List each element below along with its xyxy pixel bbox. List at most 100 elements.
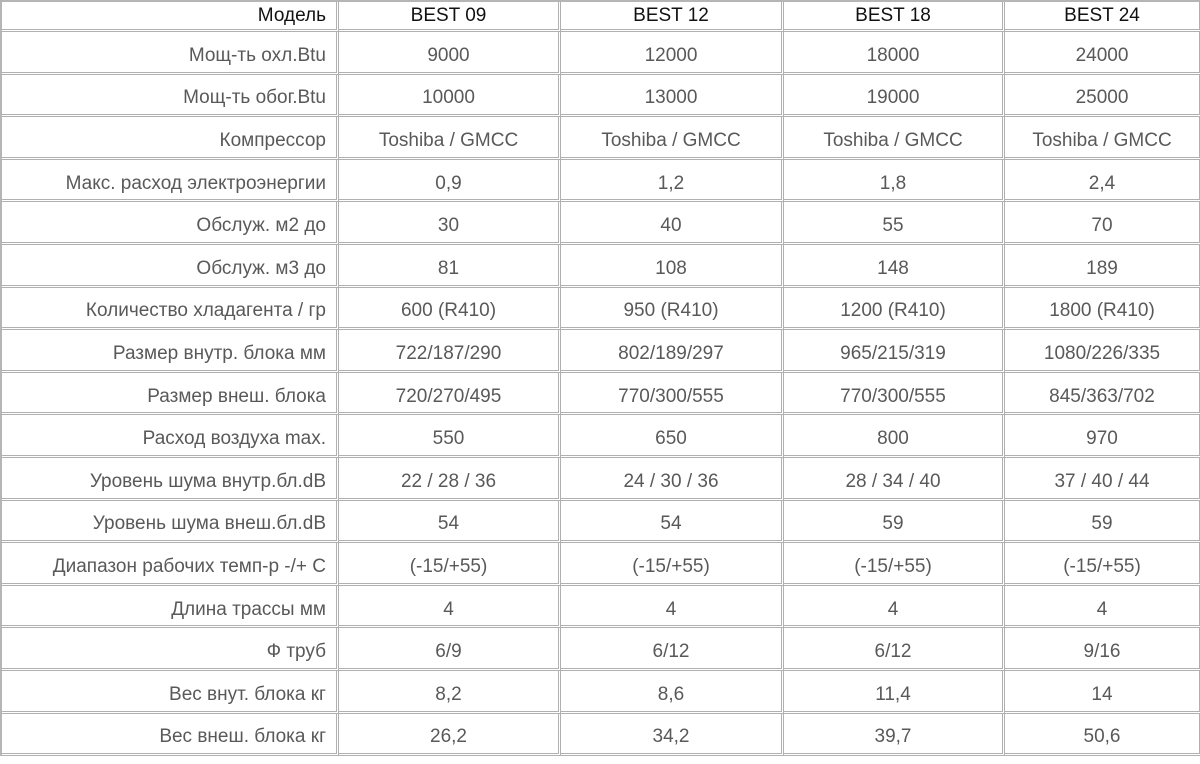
- table-row: Вес внеш. блока кг 26,2 34,2 39,7 50,6: [2, 713, 1200, 757]
- table-row: Обслуж. м3 до 81 108 148 189: [2, 244, 1200, 288]
- row-label: Количество хладагента / гр: [2, 287, 339, 331]
- cell-value: 39,7: [784, 713, 1005, 757]
- cell-value: 4: [339, 585, 561, 629]
- row-label: Обслуж. м2 до: [2, 202, 339, 245]
- cell-value: Toshiba / GMCC: [1005, 117, 1200, 160]
- cell-value: 70: [1005, 202, 1200, 245]
- table-row: Компрессор Toshiba / GMCC Toshiba / GMCC To…: [2, 117, 1200, 160]
- cell-value: 24 / 30 / 36: [561, 457, 784, 501]
- row-label: Компрессор: [2, 117, 339, 160]
- cell-value: 11,4: [784, 670, 1005, 714]
- table-row: Макс. расход электроэнергии 0,9 1,2 1,8 2,4: [2, 159, 1200, 203]
- cell-value: 720/270/495: [339, 372, 561, 416]
- cell-value: 13000: [561, 74, 784, 118]
- cell-value: 1,8: [784, 159, 1005, 203]
- cell-value: 4: [1005, 585, 1200, 629]
- cell-value: 189: [1005, 244, 1200, 288]
- cell-value: 28 / 34 / 40: [784, 457, 1005, 501]
- row-label: Уровень шума внутр.бл.dB: [2, 457, 339, 501]
- cell-value: 2,4: [1005, 159, 1200, 203]
- cell-value: 965/215/319: [784, 330, 1005, 373]
- cell-value: 4: [784, 585, 1005, 629]
- table-row: Обслуж. м2 до 30 40 55 70: [2, 202, 1200, 245]
- cell-value: 10000: [339, 74, 561, 118]
- row-label: Обслуж. м3 до: [2, 244, 339, 288]
- cell-value: 25000: [1005, 74, 1200, 118]
- cell-value: 12000: [561, 32, 784, 75]
- cell-value: 950 (R410): [561, 287, 784, 331]
- table-row: Мощ-ть обог.Btu 10000 13000 19000 25000: [2, 74, 1200, 118]
- cell-value: 1800 (R410): [1005, 287, 1200, 331]
- cell-value: 8,6: [561, 670, 784, 714]
- table-row: Размер внеш. блока 720/270/495 770/300/555…: [2, 372, 1200, 416]
- cell-value: 148: [784, 244, 1005, 288]
- table-row: Мощ-ть охл.Btu 9000 12000 18000 24000: [2, 32, 1200, 75]
- cell-value: 24000: [1005, 32, 1200, 75]
- cell-value: 9000: [339, 32, 561, 75]
- cell-value: (-15/+55): [1005, 543, 1200, 586]
- cell-value: (-15/+55): [561, 543, 784, 586]
- cell-value: 650: [561, 415, 784, 458]
- row-label: Мощ-ть охл.Btu: [2, 32, 339, 75]
- cell-value: 770/300/555: [784, 372, 1005, 416]
- cell-value: 600 (R410): [339, 287, 561, 331]
- model-header: BEST 09: [339, 2, 561, 32]
- cell-value: 722/187/290: [339, 330, 561, 373]
- model-header: BEST 18: [784, 2, 1005, 32]
- cell-value: 1200 (R410): [784, 287, 1005, 331]
- table-row: Длина трассы мм 4 4 4 4: [2, 585, 1200, 629]
- cell-value: 970: [1005, 415, 1200, 458]
- row-label: Диапазон рабочих темп-р -/+ С: [2, 543, 339, 586]
- cell-value: 4: [561, 585, 784, 629]
- cell-value: (-15/+55): [784, 543, 1005, 586]
- cell-value: 55: [784, 202, 1005, 245]
- cell-value: 26,2: [339, 713, 561, 757]
- cell-value: 22 / 28 / 36: [339, 457, 561, 501]
- cell-value: Toshiba / GMCC: [561, 117, 784, 160]
- row-label: Вес внеш. блока кг: [2, 713, 339, 757]
- cell-value: 14: [1005, 670, 1200, 714]
- header-label: Модель: [2, 2, 339, 32]
- cell-value: 800: [784, 415, 1005, 458]
- cell-value: 30: [339, 202, 561, 245]
- cell-value: Toshiba / GMCC: [339, 117, 561, 160]
- cell-value: 802/189/297: [561, 330, 784, 373]
- row-label: Уровень шума внеш.бл.dB: [2, 500, 339, 544]
- cell-value: 1,2: [561, 159, 784, 203]
- cell-value: 50,6: [1005, 713, 1200, 757]
- cell-value: 37 / 40 / 44: [1005, 457, 1200, 501]
- cell-value: 59: [1005, 500, 1200, 544]
- table-row: Диапазон рабочих темп-р -/+ С (-15/+55) (-…: [2, 543, 1200, 586]
- row-label: Мощ-ть обог.Btu: [2, 74, 339, 118]
- model-header: BEST 12: [561, 2, 784, 32]
- cell-value: 59: [784, 500, 1005, 544]
- row-label: Расход воздуха max.: [2, 415, 339, 458]
- table-row: Размер внутр. блока мм 722/187/290 802/189…: [2, 330, 1200, 373]
- cell-value: 40: [561, 202, 784, 245]
- table-row: Расход воздуха max. 550 650 800 970: [2, 415, 1200, 458]
- cell-value: 1080/226/335: [1005, 330, 1200, 373]
- table-row: Уровень шума внутр.бл.dB 22 / 28 / 36 24 /…: [2, 457, 1200, 501]
- cell-value: (-15/+55): [339, 543, 561, 586]
- table-row: Вес внут. блока кг 8,2 8,6 11,4 14: [2, 670, 1200, 714]
- cell-value: 845/363/702: [1005, 372, 1200, 416]
- cell-value: 108: [561, 244, 784, 288]
- cell-value: 18000: [784, 32, 1005, 75]
- row-label: Вес внут. блока кг: [2, 670, 339, 714]
- cell-value: 6/9: [339, 628, 561, 671]
- row-label: Ф труб: [2, 628, 339, 671]
- cell-value: 0,9: [339, 159, 561, 203]
- cell-value: 9/16: [1005, 628, 1200, 671]
- cell-value: 54: [339, 500, 561, 544]
- cell-value: 6/12: [561, 628, 784, 671]
- table-row: Количество хладагента / гр 600 (R410) 950 …: [2, 287, 1200, 331]
- row-label: Размер внутр. блока мм: [2, 330, 339, 373]
- header-row: Модель BEST 09 BEST 12 BEST 18 BEST 24: [2, 2, 1200, 32]
- table-row: Уровень шума внеш.бл.dB 54 54 59 59: [2, 500, 1200, 544]
- row-label: Макс. расход электроэнергии: [2, 159, 339, 203]
- cell-value: 770/300/555: [561, 372, 784, 416]
- cell-value: 6/12: [784, 628, 1005, 671]
- cell-value: 54: [561, 500, 784, 544]
- table-row: Ф труб 6/9 6/12 6/12 9/16: [2, 628, 1200, 671]
